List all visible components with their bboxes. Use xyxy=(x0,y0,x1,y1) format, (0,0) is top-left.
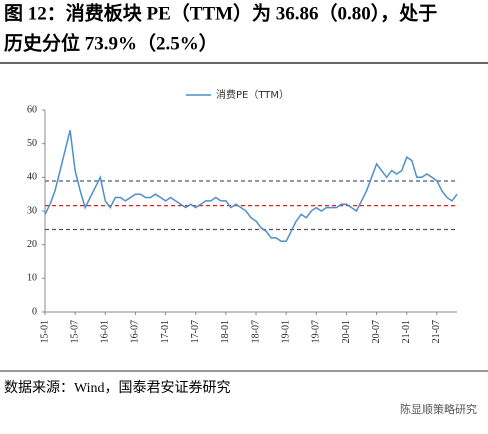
series-line xyxy=(44,130,458,243)
y-tick-label: 10 xyxy=(27,273,37,284)
x-tick-label: 21-07 xyxy=(431,320,442,343)
x-tick-label: 20-07 xyxy=(371,320,382,343)
y-tick-label: 20 xyxy=(27,239,37,250)
x-tick-label: 21-01 xyxy=(401,320,412,343)
source: 数据来源：Wind，国泰君安证券研究 xyxy=(4,380,231,396)
x-tick-label: 15-01 xyxy=(39,320,50,343)
y-tick-label: 30 xyxy=(27,205,37,216)
x-tick-label: 19-07 xyxy=(311,320,322,343)
y-tick-label: 40 xyxy=(27,172,37,183)
legend-label: 消费PE（TTM） xyxy=(216,88,289,101)
x-tick-label: 15-07 xyxy=(69,320,80,343)
x-tick-label: 18-07 xyxy=(250,320,261,343)
title-line: 历史分位 73.9%（2.5%） xyxy=(4,31,218,54)
watermark: 陈显顺策略研究 xyxy=(400,402,477,416)
y-tick-label: 60 xyxy=(27,104,37,115)
x-tick-label: 17-07 xyxy=(190,320,201,343)
title-line: 图 12：消费板块 PE（TTM）为 36.86（0.80），处于 xyxy=(4,1,437,24)
y-tick-label: 50 xyxy=(27,138,37,149)
x-tick-label: 17-01 xyxy=(160,320,171,343)
x-tick-label: 19-01 xyxy=(280,320,291,343)
x-tick-label: 16-07 xyxy=(130,320,141,343)
x-tick-label: 18-01 xyxy=(220,320,231,343)
x-tick-label: 16-01 xyxy=(100,320,111,343)
x-tick-label: 20-01 xyxy=(341,320,352,343)
y-tick-label: 0 xyxy=(32,306,37,317)
